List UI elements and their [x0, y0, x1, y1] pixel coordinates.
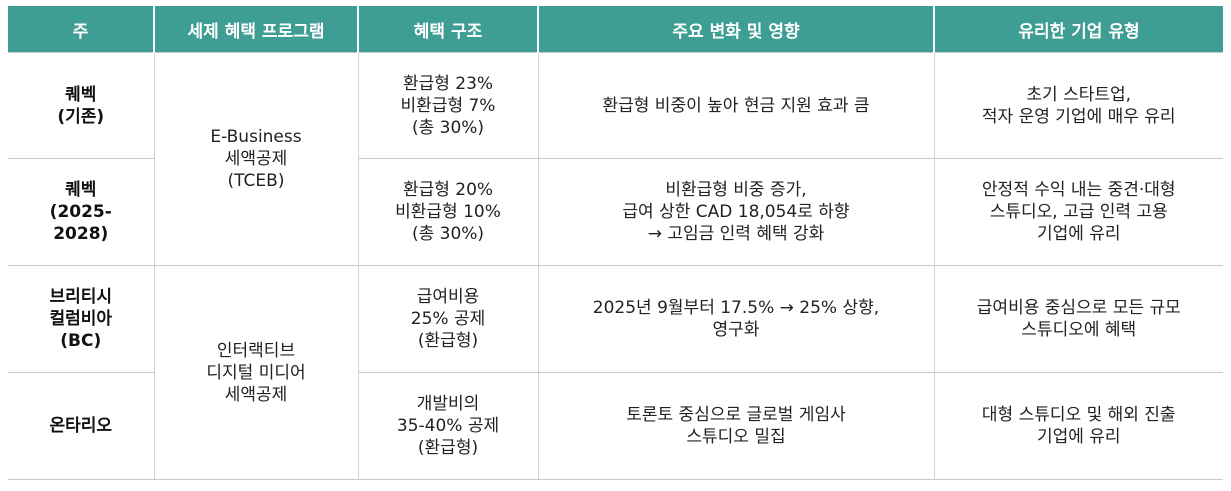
change-cell: 토론토 중심으로 글로벌 게임사 스튜디오 밀집 — [537, 372, 934, 480]
favored-cell: 초기 스타트업, 적자 운영 기업에 매우 유리 — [933, 52, 1223, 159]
structure-cell: 환급형 23% 비환급형 7% (총 30%) — [357, 52, 538, 159]
program-cell-idmtc: 인터랙티브 디지털 미디어 세액공제 — [153, 265, 358, 480]
program-cell-quebec: E-Business 세액공제 (TCEB) — [153, 52, 358, 266]
change-cell: 환급형 비중이 높아 현금 지원 효과 큼 — [537, 52, 934, 159]
table-row: 온타리오 개발비의 35-40% 공제 (환급형) 토론토 중심으로 글로벌 게… — [8, 372, 1223, 480]
change-cell: 2025년 9월부터 17.5% → 25% 상향, 영구화 — [537, 265, 934, 373]
header-region: 주 — [8, 6, 155, 53]
header-change: 주요 변화 및 영향 — [537, 6, 935, 53]
structure-cell: 환급형 20% 비환급형 10% (총 30%) — [357, 158, 538, 266]
favored-cell: 안정적 수익 내는 중견·대형 스튜디오, 고급 인력 고용 기업에 유리 — [933, 158, 1223, 266]
header-structure: 혜택 구조 — [357, 6, 539, 53]
tax-incentive-table: 주 세제 혜택 프로그램 혜택 구조 주요 변화 및 영향 유리한 기업 유형 … — [8, 6, 1223, 480]
region-cell: 퀘벡 (기존) — [8, 52, 154, 159]
region-cell: 브리티시 컬럼비아 (BC) — [8, 265, 154, 373]
favored-cell: 대형 스튜디오 및 해외 진출 기업에 유리 — [933, 372, 1223, 480]
header-row: 주 세제 혜택 프로그램 혜택 구조 주요 변화 및 영향 유리한 기업 유형 — [8, 6, 1223, 53]
region-cell: 퀘벡 (2025- 2028) — [8, 158, 154, 266]
table-row: 퀘벡 (2025- 2028) 환급형 20% 비환급형 10% (총 30%)… — [8, 158, 1223, 266]
table-row: 퀘벡 (기존) E-Business 세액공제 (TCEB) 환급형 23% 비… — [8, 52, 1223, 266]
header-program: 세제 혜택 프로그램 — [153, 6, 359, 53]
change-cell: 비환급형 비중 증가, 급여 상한 CAD 18,054로 하향 → 고임금 인… — [537, 158, 934, 266]
table-row: 브리티시 컬럼비아 (BC) 인터랙티브 디지털 미디어 세액공제 급여비용 2… — [8, 265, 1223, 480]
structure-cell: 급여비용 25% 공제 (환급형) — [357, 265, 538, 373]
favored-cell: 급여비용 중심으로 모든 규모 스튜디오에 혜택 — [933, 265, 1223, 373]
region-cell: 온타리오 — [8, 372, 154, 480]
header-favored: 유리한 기업 유형 — [933, 6, 1223, 53]
structure-cell: 개발비의 35-40% 공제 (환급형) — [357, 372, 538, 480]
